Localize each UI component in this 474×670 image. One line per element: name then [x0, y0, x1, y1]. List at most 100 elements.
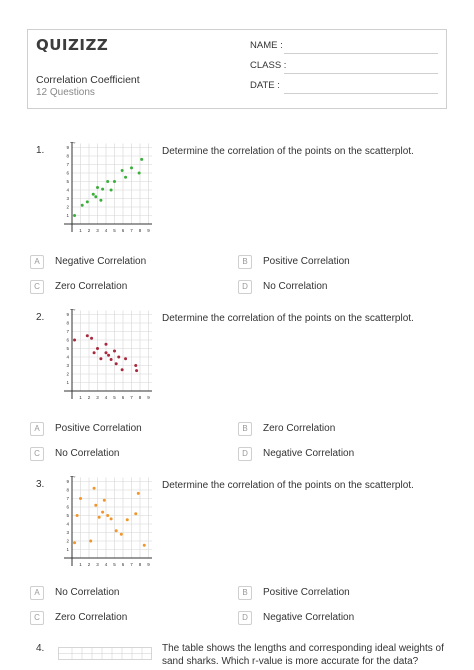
class-label: CLASS : [250, 60, 287, 71]
data-point [99, 357, 103, 361]
y-axis-arrow [70, 309, 74, 310]
data-point [94, 503, 98, 507]
option-letter: A [30, 255, 44, 269]
y-tick-label: 5 [66, 346, 69, 351]
y-tick-label: 7 [66, 329, 69, 334]
y-tick-label: 2 [66, 205, 69, 210]
y-tick-label: 4 [66, 188, 69, 193]
x-axis-label: x [152, 560, 153, 565]
date-field[interactable]: DATE : [250, 80, 438, 94]
option-text: Negative Correlation [55, 256, 147, 267]
data-point [140, 157, 144, 161]
data-point [134, 512, 138, 516]
y-tick-label: 4 [66, 355, 69, 360]
x-tick-label: 3 [96, 395, 99, 400]
data-point [120, 368, 124, 372]
x-tick-label: 2 [88, 562, 91, 567]
question-number: 3. [36, 479, 45, 490]
data-point [73, 338, 77, 342]
question-text: Determine the correlation of the points … [162, 313, 414, 324]
data-point [124, 357, 128, 361]
y-tick-label: 8 [66, 488, 69, 493]
question-count: 12 Questions [36, 87, 95, 98]
x-tick-label: 5 [113, 228, 116, 233]
x-tick-label: 9 [147, 228, 150, 233]
x-tick-label: 1 [79, 562, 82, 567]
option-text: Positive Correlation [263, 587, 350, 598]
data-point [75, 514, 79, 517]
x-tick-label: 2 [88, 228, 91, 233]
data-point [104, 351, 108, 355]
option-letter: B [238, 586, 252, 600]
data-point [89, 539, 93, 543]
option-letter: B [238, 422, 252, 436]
option-letter: B [238, 255, 252, 269]
y-tick-label: 9 [66, 145, 69, 150]
name-field[interactable]: NAME : [250, 40, 438, 54]
data-point [107, 353, 111, 357]
data-point [109, 517, 113, 521]
data-point [90, 336, 94, 340]
option-letter: D [238, 447, 252, 461]
data-point [94, 195, 98, 199]
data-point [92, 351, 96, 355]
x-axis-label: x [152, 226, 153, 231]
y-tick-label: 9 [66, 312, 69, 317]
data-point [73, 541, 77, 545]
date-label: DATE : [250, 80, 280, 91]
x-tick-label: 7 [130, 228, 133, 233]
data-point [85, 200, 89, 204]
worksheet-title: Correlation Coefficient [36, 74, 140, 86]
x-tick-label: 1 [79, 228, 82, 233]
option-text: No Correlation [55, 587, 120, 598]
question-number: 2. [36, 312, 45, 323]
data-point [124, 175, 128, 179]
x-tick-label: 5 [113, 395, 116, 400]
quizizz-logo: QUIZIZZ [36, 36, 109, 54]
x-tick-label: 1 [79, 395, 82, 400]
x-tick-label: 4 [105, 228, 108, 233]
option-letter: A [30, 422, 44, 436]
y-tick-label: 2 [66, 539, 69, 544]
scatterplot: xy123456789123456789 [64, 309, 152, 400]
data-point [73, 214, 77, 217]
y-tick-label: 2 [66, 372, 69, 377]
data-point [125, 518, 129, 522]
option-letter: C [30, 447, 44, 461]
y-tick-label: 5 [66, 179, 69, 184]
y-axis-arrow [70, 142, 74, 143]
x-tick-label: 8 [139, 562, 142, 567]
class-field[interactable]: CLASS : [250, 60, 438, 74]
class-line [284, 73, 438, 74]
data-point [114, 362, 118, 366]
x-tick-label: 3 [96, 562, 99, 567]
data-table-thumbnail [58, 647, 152, 660]
x-tick-label: 3 [96, 228, 99, 233]
x-tick-label: 5 [113, 562, 116, 567]
y-tick-label: 7 [66, 162, 69, 167]
data-point [96, 347, 99, 350]
y-tick-label: 4 [66, 522, 69, 527]
y-axis-label: y [73, 476, 77, 478]
data-point [101, 510, 105, 514]
data-point [79, 497, 82, 500]
data-point [137, 171, 141, 175]
data-point [92, 486, 96, 490]
y-tick-label: 8 [66, 321, 69, 326]
name-line [284, 53, 438, 54]
data-point [142, 543, 146, 547]
y-axis-label: y [73, 142, 77, 144]
option-letter: C [30, 611, 44, 625]
option-text: Zero Correlation [263, 423, 336, 434]
x-tick-label: 8 [139, 395, 142, 400]
data-point [99, 198, 103, 202]
question-text: Determine the correlation of the points … [162, 480, 414, 491]
x-tick-label: 9 [147, 395, 150, 400]
data-point [106, 514, 110, 517]
question-text: The table shows the lengths and correspo… [162, 643, 444, 667]
option-text: No Correlation [55, 448, 120, 459]
data-point [113, 349, 116, 353]
name-label: NAME : [250, 40, 283, 51]
x-tick-label: 7 [130, 395, 133, 400]
option-text: No Correlation [263, 281, 328, 292]
